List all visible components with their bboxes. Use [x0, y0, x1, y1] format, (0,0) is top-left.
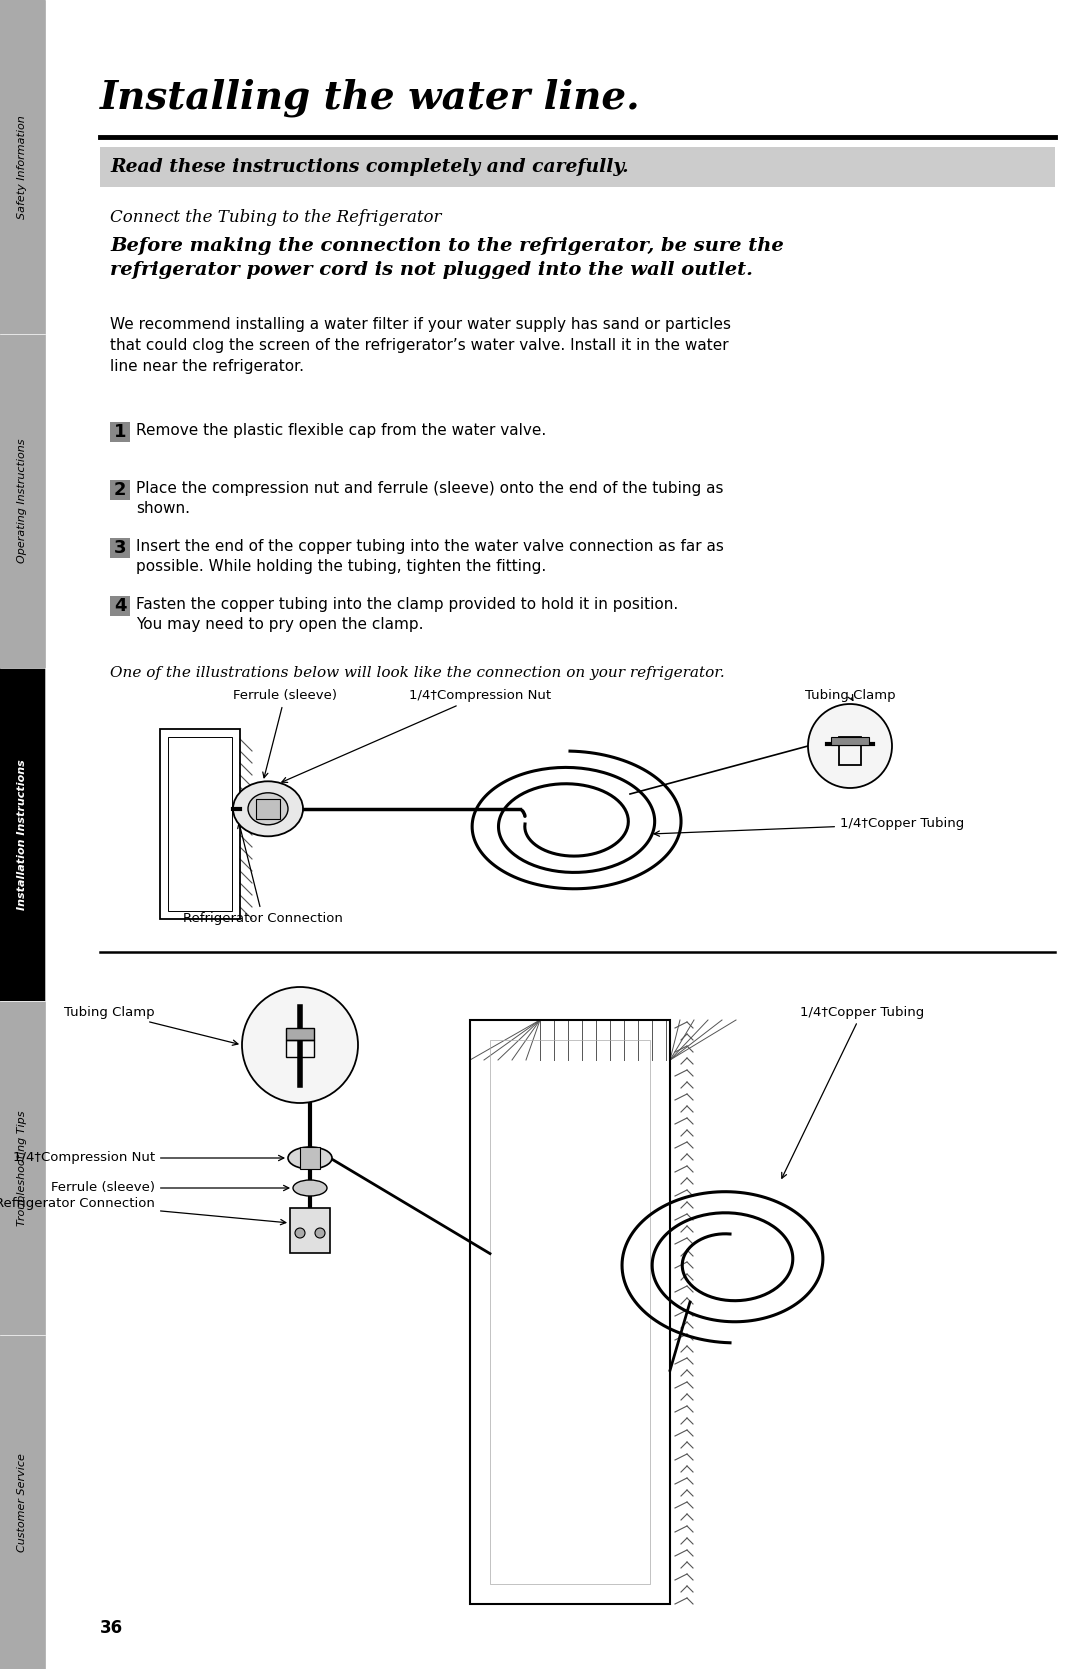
Text: Ferrule (sleeve): Ferrule (sleeve)	[51, 1182, 288, 1195]
Bar	[110, 481, 130, 501]
Bar	[0, 668, 45, 1001]
Text: Ferrule (sleeve): Ferrule (sleeve)	[233, 689, 337, 778]
Text: Tubing Clamp: Tubing Clamp	[65, 1005, 238, 1045]
Bar	[490, 1040, 650, 1584]
Text: Refrigerator Connection: Refrigerator Connection	[0, 1197, 286, 1225]
Text: Installation Instructions: Installation Instructions	[17, 759, 27, 910]
Ellipse shape	[293, 1180, 327, 1197]
Bar	[831, 738, 869, 744]
Text: Troubleshooting Tips: Troubleshooting Tips	[17, 1110, 27, 1227]
Text: 4: 4	[113, 598, 126, 614]
Bar	[286, 1040, 314, 1056]
Bar	[100, 147, 1055, 187]
Bar	[160, 729, 240, 920]
Bar	[0, 334, 45, 668]
Bar	[0, 1335, 45, 1669]
Bar	[0, 0, 45, 334]
Text: 1/4†Compression Nut: 1/4†Compression Nut	[282, 689, 551, 783]
Text: Fasten the copper tubing into the clamp provided to hold it in position.
You may: Fasten the copper tubing into the clamp …	[136, 598, 678, 631]
Ellipse shape	[248, 793, 288, 824]
Text: One of the illustrations below will look like the connection on your refrigerato: One of the illustrations below will look…	[110, 666, 725, 679]
Text: Refrigerator Connection: Refrigerator Connection	[183, 823, 342, 925]
Text: 3: 3	[113, 539, 126, 557]
Text: Before making the connection to the refrigerator, be sure the
refrigerator power: Before making the connection to the refr…	[110, 237, 784, 279]
Bar	[110, 596, 130, 616]
Bar	[470, 1020, 670, 1604]
Text: Connect the Tubing to the Refrigerator: Connect the Tubing to the Refrigerator	[110, 209, 442, 225]
Bar	[168, 738, 232, 911]
Text: 36: 36	[100, 1619, 123, 1637]
Circle shape	[242, 986, 357, 1103]
Text: Place the compression nut and ferrule (sleeve) onto the end of the tubing as
sho: Place the compression nut and ferrule (s…	[136, 481, 724, 516]
Text: Insert the end of the copper tubing into the water valve connection as far as
po: Insert the end of the copper tubing into…	[136, 539, 724, 574]
Bar	[110, 422, 130, 442]
Circle shape	[808, 704, 892, 788]
Text: Operating Instructions: Operating Instructions	[17, 439, 27, 562]
Bar	[300, 1147, 320, 1168]
Text: Customer Service: Customer Service	[17, 1452, 27, 1552]
Text: Tubing Clamp: Tubing Clamp	[805, 689, 895, 703]
Text: Read these instructions completely and carefully.: Read these instructions completely and c…	[110, 159, 629, 175]
Bar	[0, 1001, 45, 1335]
Bar	[256, 799, 280, 819]
Text: 1/4†Compression Nut: 1/4†Compression Nut	[13, 1152, 284, 1165]
Bar	[839, 738, 861, 764]
Text: Remove the plastic flexible cap from the water valve.: Remove the plastic flexible cap from the…	[136, 422, 546, 437]
Text: 2: 2	[113, 481, 126, 499]
Bar	[110, 537, 130, 557]
Ellipse shape	[233, 781, 303, 836]
Text: 1: 1	[113, 422, 126, 441]
Text: 1/4†Copper Tubing: 1/4†Copper Tubing	[654, 818, 964, 836]
Bar	[286, 1028, 314, 1040]
Ellipse shape	[288, 1147, 332, 1168]
Text: 1/4†Copper Tubing: 1/4†Copper Tubing	[782, 1005, 924, 1178]
Text: Safety Information: Safety Information	[17, 115, 27, 219]
Circle shape	[295, 1228, 305, 1238]
Text: Installing the water line.: Installing the water line.	[100, 78, 640, 117]
Text: We recommend installing a water filter if your water supply has sand or particle: We recommend installing a water filter i…	[110, 317, 731, 374]
Circle shape	[315, 1228, 325, 1238]
Bar	[291, 1208, 330, 1253]
